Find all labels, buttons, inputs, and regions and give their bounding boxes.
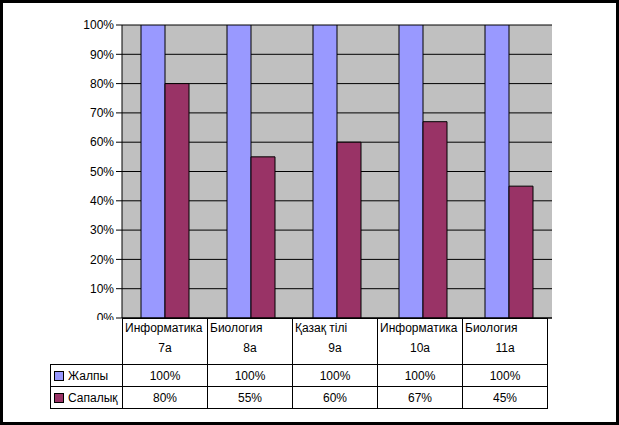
html-text:9а: 9а <box>328 341 342 355</box>
svg-text:40%: 40% <box>90 194 114 208</box>
html-text:Сапалық: Сапалық <box>68 390 118 405</box>
html-text:11а: 11а <box>495 341 515 355</box>
html-text:45%: 45% <box>493 391 517 405</box>
svg-text:90%: 90% <box>90 48 114 62</box>
svg-text:80%: 80% <box>90 77 114 91</box>
html-text:100%: 100% <box>149 369 181 383</box>
html-text:80%: 80% <box>153 391 177 405</box>
svg-text:30%: 30% <box>90 223 114 237</box>
html-text:Жалпы: Жалпы <box>68 368 108 383</box>
html-text:100%: 100% <box>319 369 351 383</box>
html-text:7а: 7а <box>158 341 172 355</box>
html-text:Қазақ тілі: Қазақ тілі <box>295 321 348 335</box>
html-text:100%: 100% <box>489 369 521 383</box>
html-text:Биология: Биология <box>465 321 518 335</box>
svg-text:60%: 60% <box>90 135 114 149</box>
svg-text:20%: 20% <box>90 253 114 267</box>
html-text:55%: 55% <box>238 391 262 405</box>
svg-text:10%: 10% <box>90 282 114 296</box>
html-text:100%: 100% <box>404 369 436 383</box>
html-text:60%: 60% <box>323 391 347 405</box>
html-text:8а: 8а <box>243 341 257 355</box>
html-text:Биология: Биология <box>210 321 263 335</box>
svg-text:100%: 100% <box>83 18 114 32</box>
html-text:Информатика: Информатика <box>125 321 203 335</box>
html-text:10а: 10а <box>410 341 430 355</box>
svg-text:0%: 0% <box>97 311 115 320</box>
html-text:67%: 67% <box>408 391 432 405</box>
html-text:100%: 100% <box>234 369 266 383</box>
svg-text:70%: 70% <box>90 106 114 120</box>
html-text:Информатика: Информатика <box>380 321 458 335</box>
svg-text:50%: 50% <box>90 165 114 179</box>
